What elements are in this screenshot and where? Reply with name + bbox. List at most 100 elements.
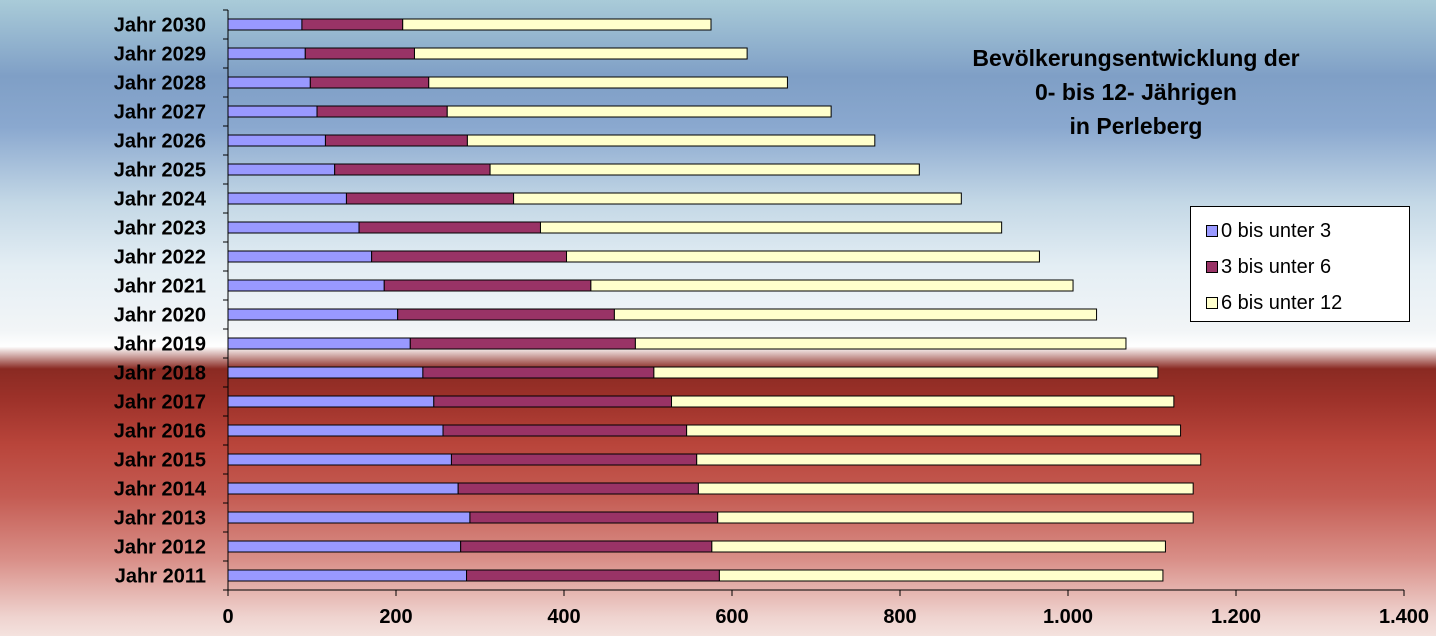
category-label: Jahr 2012 — [114, 537, 206, 559]
category-label: Jahr 2029 — [114, 44, 206, 66]
bar-segment — [228, 570, 467, 581]
bar-segment — [384, 280, 591, 291]
bar-segment — [398, 309, 615, 320]
legend-item: 0 bis unter 3 — [1191, 213, 1409, 249]
bar-segment — [228, 19, 302, 30]
bar-segment — [672, 396, 1174, 407]
bar-segment — [228, 396, 434, 407]
category-label: Jahr 2014 — [114, 479, 207, 501]
x-tick-label: 600 — [715, 606, 748, 628]
x-tick-label: 1.200 — [1211, 606, 1261, 628]
bar-segment — [614, 309, 1096, 320]
bar-segment — [447, 106, 831, 117]
bar-segment — [403, 19, 711, 30]
bar-segment — [467, 570, 720, 581]
category-label: Jahr 2025 — [114, 160, 206, 182]
legend-swatch — [1206, 225, 1218, 237]
bar-segment — [514, 193, 962, 204]
bar-segment — [687, 425, 1181, 436]
category-label: Jahr 2022 — [114, 247, 206, 269]
chart-title: Bevölkerungsentwicklung der 0- bis 12- Jä… — [972, 45, 1299, 139]
bar-segment — [591, 280, 1073, 291]
bar-segment — [719, 570, 1163, 581]
bar-segment — [228, 367, 423, 378]
bar-segment — [414, 48, 747, 59]
chart-title-line: 0- bis 12- Jährigen — [1035, 79, 1237, 105]
legend: 0 bis unter 3 3 bis unter 6 6 bis unter 12 — [1190, 206, 1410, 322]
bar-segment — [305, 48, 414, 59]
legend-swatch — [1206, 261, 1218, 273]
category-label: Jahr 2024 — [114, 189, 207, 211]
bar-segment — [317, 106, 447, 117]
bar-segment — [228, 541, 461, 552]
x-tick-label: 400 — [547, 606, 580, 628]
chart-title-line: in Perleberg — [1070, 113, 1203, 139]
category-label: Jahr 2020 — [114, 305, 206, 327]
bar-segment — [228, 193, 346, 204]
legend-swatch — [1206, 297, 1218, 309]
x-tick-label: 1.400 — [1379, 606, 1429, 628]
bar-segment — [470, 512, 718, 523]
bar-segment — [228, 135, 325, 146]
category-label: Jahr 2018 — [114, 363, 206, 385]
bar-segment — [443, 425, 687, 436]
x-tick-label: 1.000 — [1043, 606, 1093, 628]
bar-segment — [635, 338, 1126, 349]
bar-segment — [451, 454, 696, 465]
bar-segment — [372, 251, 567, 262]
bar-segment — [228, 222, 359, 233]
bar-segment — [490, 164, 919, 175]
category-label: Jahr 2016 — [114, 421, 206, 443]
bar-segment — [346, 193, 513, 204]
category-label: Jahr 2027 — [114, 102, 206, 124]
category-label: Jahr 2023 — [114, 218, 206, 240]
bar-segment — [359, 222, 540, 233]
x-tick-label: 0 — [222, 606, 233, 628]
legend-item: 3 bis unter 6 — [1191, 249, 1409, 285]
legend-label: 6 bis unter 12 — [1221, 292, 1342, 315]
x-tick-labels: 0 200 400 600 800 1.000 1.200 1.400 — [222, 606, 1429, 628]
bar-segment — [335, 164, 490, 175]
chart-title-line: Bevölkerungsentwicklung der — [972, 45, 1299, 71]
bar-segment — [228, 338, 410, 349]
category-label: Jahr 2021 — [114, 276, 206, 298]
bar-segment — [310, 77, 428, 88]
bar-segment — [540, 222, 1001, 233]
bar-segment — [467, 135, 874, 146]
bar-segment — [228, 251, 372, 262]
bar-segment — [718, 512, 1193, 523]
bar-segment — [698, 483, 1193, 494]
bar-segment — [228, 483, 458, 494]
category-label: Jahr 2017 — [114, 392, 206, 414]
category-label: Jahr 2015 — [114, 450, 206, 472]
bar-segment — [325, 135, 467, 146]
bar-segment — [302, 19, 403, 30]
bar-segment — [458, 483, 698, 494]
category-label: Jahr 2013 — [114, 508, 206, 530]
bar-segment — [228, 454, 451, 465]
legend-item: 6 bis unter 12 — [1191, 285, 1409, 321]
bar-segment — [228, 280, 384, 291]
bar-segment — [228, 512, 470, 523]
bar-segment — [423, 367, 654, 378]
bar-segment — [697, 454, 1201, 465]
category-labels: Jahr 2011 Jahr 2012 Jahr 2013 Jahr 2014 Jahr… — [114, 15, 207, 588]
bar-segment — [228, 309, 398, 320]
bar-segment — [410, 338, 635, 349]
bar-segment — [567, 251, 1040, 262]
x-tick-label: 200 — [379, 606, 412, 628]
category-label: Jahr 2028 — [114, 73, 206, 95]
category-label: Jahr 2030 — [114, 15, 206, 37]
bar-segment — [654, 367, 1158, 378]
legend-label: 0 bis unter 3 — [1221, 220, 1331, 243]
bar-segment — [434, 396, 672, 407]
category-label: Jahr 2026 — [114, 131, 206, 153]
category-label: Jahr 2011 — [115, 566, 206, 588]
bar-segment — [228, 48, 305, 59]
bar-segment — [712, 541, 1166, 552]
bar-segment — [228, 425, 443, 436]
x-tick-label: 800 — [883, 606, 916, 628]
bar-segment — [228, 164, 335, 175]
category-label: Jahr 2019 — [114, 334, 206, 356]
legend-label: 3 bis unter 6 — [1221, 256, 1331, 279]
